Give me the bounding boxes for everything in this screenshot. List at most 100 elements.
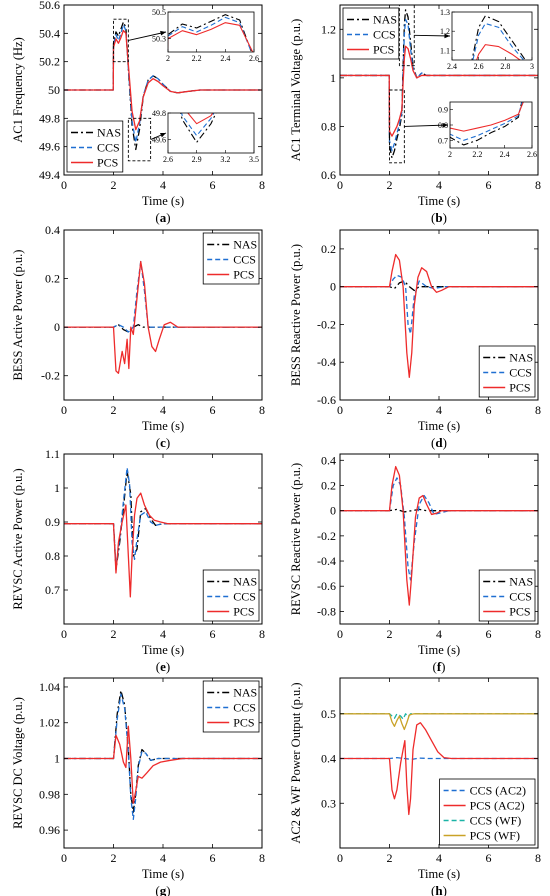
x-axis-label: Time (s) bbox=[142, 867, 184, 881]
x-axis-label: Time (s) bbox=[418, 419, 460, 433]
panel-letter-close: ) bbox=[166, 883, 170, 896]
y-tick-label: 0.4 bbox=[321, 453, 336, 467]
y-tick-label: 50.4 bbox=[39, 26, 60, 40]
y-tick-label: 0.3 bbox=[321, 796, 336, 810]
series-line-1 bbox=[64, 260, 262, 333]
inset-1: 2 2.2 2.4 2.6 50.3 50.5 bbox=[113, 8, 259, 63]
inset-2: 2.6 2.9 3.2 3.5 49.6 49.8 bbox=[127, 109, 259, 164]
y-tick-label: 0 bbox=[330, 504, 336, 518]
x-tick-label: 8 bbox=[535, 403, 541, 417]
panel-letter: (g) bbox=[155, 883, 170, 896]
panel-letter-text: a bbox=[160, 210, 167, 225]
zoom-arrow-line bbox=[414, 34, 451, 37]
panel-letter-close: ) bbox=[166, 210, 170, 225]
x-tick-label: 2 bbox=[111, 851, 117, 865]
panel-letter-close: ) bbox=[166, 435, 170, 450]
legend-label: NAS bbox=[373, 13, 397, 27]
inset-x-tick-label: 2.6 bbox=[249, 54, 259, 63]
inset-x-tick-label: 2.4 bbox=[500, 150, 510, 159]
y-tick-label: -0.8 bbox=[317, 604, 336, 618]
x-tick-label: 4 bbox=[160, 403, 166, 417]
inset-y-tick-label: 0.8 bbox=[438, 121, 448, 130]
y-tick-label: 0.5 bbox=[321, 707, 336, 721]
chart-a: 0 2 4 6 8 49.4 49.6 49.8 50 50.2 50.4 50.6 Time (s) A… bbox=[11, 0, 265, 225]
legend-label: PCS bbox=[373, 43, 394, 57]
y-tick-label: 0 bbox=[330, 280, 336, 294]
x-tick-label: 6 bbox=[486, 851, 492, 865]
y-tick-label: 49.4 bbox=[39, 168, 60, 182]
x-tick-label: 2 bbox=[111, 403, 117, 417]
legend-label: CCS bbox=[233, 701, 256, 715]
x-tick-label: 6 bbox=[486, 178, 492, 192]
x-tick-label: 0 bbox=[61, 403, 67, 417]
legend-label: NAS bbox=[509, 575, 533, 589]
legend-box bbox=[202, 232, 260, 285]
x-tick-label: 6 bbox=[210, 178, 216, 192]
panel-letter: (a) bbox=[155, 210, 170, 225]
x-tick-label: 8 bbox=[535, 627, 541, 641]
inset-background bbox=[168, 113, 254, 153]
panel-letter: (c) bbox=[156, 435, 170, 450]
panel-letter-open: ( bbox=[431, 435, 435, 450]
x-tick-label: 8 bbox=[259, 403, 265, 417]
x-axis-label: Time (s) bbox=[418, 867, 460, 881]
series-group bbox=[64, 689, 262, 821]
chart-b: 0 2 4 6 8 0.6 0.8 1 1.2 Time (s) AC1 Terminal Volt… bbox=[289, 4, 541, 225]
legend-label: CCS bbox=[373, 28, 396, 42]
y-tick-label: 1.04 bbox=[39, 680, 60, 694]
y-tick-label: -0.4 bbox=[317, 355, 336, 369]
panel-letter-close: ) bbox=[443, 435, 447, 450]
inset-series-line-2 bbox=[187, 113, 214, 125]
series-group bbox=[340, 9, 538, 159]
inset-series-group bbox=[179, 113, 217, 143]
legend-label: NAS bbox=[509, 351, 533, 365]
y-axis-label: AC1 Frequency (Hz) bbox=[11, 37, 25, 143]
panel-letter: (b) bbox=[431, 210, 447, 225]
inset-y-tick-label: 1.1 bbox=[440, 46, 450, 55]
inset-y-tick-label: 0.7 bbox=[438, 136, 448, 145]
x-tick-label: 2 bbox=[387, 627, 393, 641]
series-line-1 bbox=[340, 274, 538, 335]
panel-letter-text: c bbox=[160, 435, 166, 450]
x-tick-label: 4 bbox=[160, 851, 166, 865]
chart-g: 0 2 4 6 8 0.96 0.98 1 1.02 1.04 Time (s) REVSC DC V… bbox=[11, 677, 265, 896]
y-tick-label: -0.4 bbox=[317, 554, 336, 568]
series-group bbox=[340, 465, 538, 606]
y-tick-label: 1 bbox=[54, 752, 60, 766]
x-tick-label: 8 bbox=[535, 178, 541, 192]
legend-label: CCS (WF) bbox=[470, 814, 522, 828]
panel-letter: (e) bbox=[156, 659, 170, 674]
y-tick-label: 0 bbox=[54, 320, 60, 334]
panel-letter-text: f bbox=[437, 659, 442, 674]
inset-y-tick-label: 50.5 bbox=[152, 8, 166, 17]
y-axis-label: REVSC DC Voltage (p.u.) bbox=[11, 697, 25, 829]
x-axis-label: Time (s) bbox=[418, 643, 460, 657]
y-tick-label: 0.98 bbox=[39, 787, 60, 801]
legend-label: NAS bbox=[233, 575, 257, 589]
inset-series-group bbox=[450, 102, 524, 146]
legend-box bbox=[478, 569, 536, 622]
y-tick-label: 0.8 bbox=[45, 549, 60, 563]
x-tick-label: 4 bbox=[160, 627, 166, 641]
inset-frame bbox=[167, 112, 255, 154]
x-tick-label: 0 bbox=[337, 178, 343, 192]
series-line-0 bbox=[340, 756, 538, 761]
panel-letter-open: ( bbox=[431, 883, 435, 896]
x-tick-label: 6 bbox=[210, 627, 216, 641]
y-tick-label: 1.2 bbox=[321, 22, 336, 36]
y-tick-label: 0.2 bbox=[321, 242, 336, 256]
inset-x-tick-label: 2.6 bbox=[527, 150, 537, 159]
series-line-1 bbox=[64, 693, 262, 821]
series-line-3 bbox=[340, 713, 538, 731]
inset-series-line-1 bbox=[180, 113, 215, 137]
y-tick-label: 1 bbox=[330, 71, 336, 85]
series-line-1 bbox=[340, 722, 538, 816]
panel-letter-open: ( bbox=[156, 435, 160, 450]
inset-y-tick-label: 50.3 bbox=[152, 35, 166, 44]
y-tick-label: -0.2 bbox=[317, 317, 336, 331]
y-tick-label: 50.6 bbox=[39, 0, 60, 12]
